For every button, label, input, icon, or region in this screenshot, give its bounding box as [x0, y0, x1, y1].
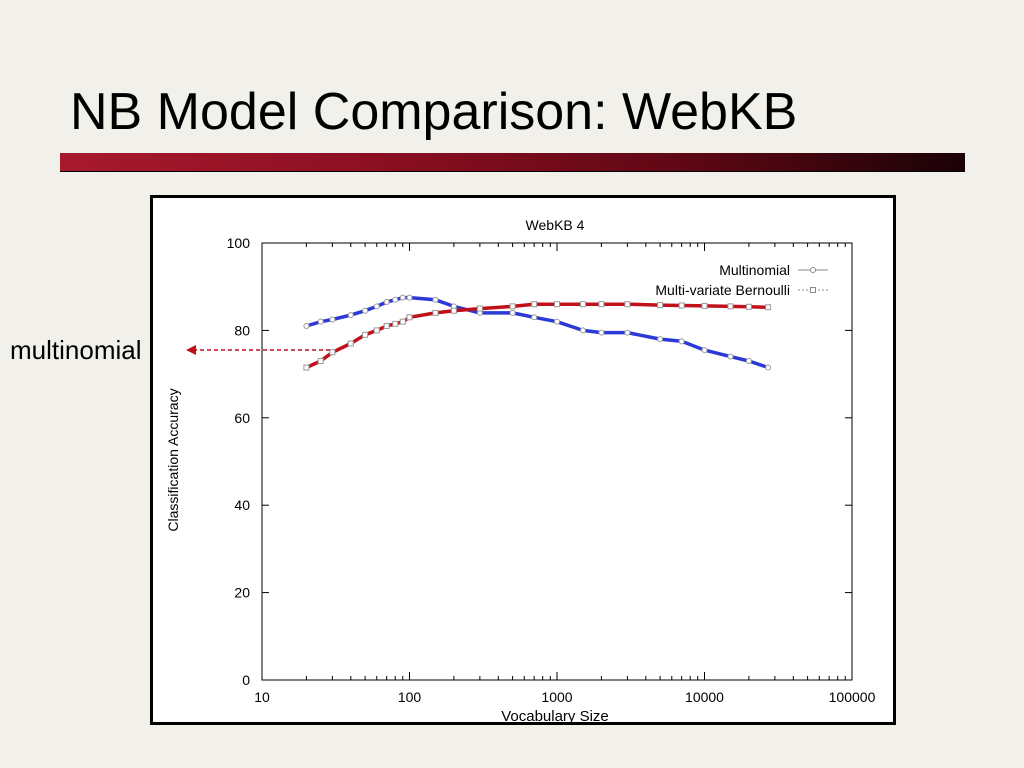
multinomial-point	[624, 329, 631, 336]
multinomial-point	[765, 364, 772, 371]
y-tick-label: 40	[234, 497, 250, 513]
chart: WebKB 4 Vocabulary Size Classification A…	[165, 217, 876, 725]
x-axis-label: Vocabulary Size	[501, 708, 609, 725]
y-tick-label: 60	[234, 410, 250, 426]
bernoulli-point	[303, 364, 310, 371]
y-tick-label: 20	[234, 585, 250, 601]
y-tick-label: 100	[227, 235, 251, 251]
bernoulli-point	[701, 302, 708, 309]
chart-title: WebKB 4	[526, 217, 585, 233]
bernoulli-point	[432, 309, 439, 316]
x-tick-label: 1000	[541, 689, 572, 705]
bernoulli-point	[383, 323, 390, 330]
bernoulli-point	[624, 301, 631, 308]
bernoulli-point	[329, 349, 336, 356]
y-tick-label: 0	[242, 672, 250, 688]
chart-frame	[150, 195, 896, 725]
multinomial-point	[579, 327, 586, 334]
x-tick-label: 100	[398, 689, 422, 705]
multinomial-point	[598, 329, 605, 336]
bernoulli-point	[399, 318, 406, 325]
bernoulli-point	[765, 304, 772, 311]
multinomial-point	[678, 338, 685, 345]
multinomial-point	[509, 309, 516, 316]
bernoulli-point	[392, 320, 399, 327]
multinomial-point	[392, 296, 399, 303]
bernoulli-point	[317, 357, 324, 364]
series-line-thin	[306, 303, 769, 368]
x-tick-label: 100000	[829, 689, 876, 705]
title-accent-bar	[60, 153, 965, 172]
bernoulli-point	[406, 314, 413, 321]
bernoulli-point	[373, 327, 380, 334]
multinomial-point	[531, 314, 538, 321]
bernoulli-point	[531, 301, 538, 308]
bernoulli-point	[450, 307, 457, 314]
multinomial-point	[399, 294, 406, 301]
legend-label: Multi-variate Bernoulli	[655, 282, 790, 298]
multinomial-point	[383, 298, 390, 305]
y-axis-label: Classification Accuracy	[165, 388, 181, 531]
multinomial-point	[727, 353, 734, 360]
legend-marker	[810, 267, 816, 273]
multinomial-point	[406, 294, 413, 301]
bernoulli-point	[476, 305, 483, 312]
bernoulli-point	[657, 302, 664, 309]
multinomial-point	[329, 316, 336, 323]
x-tick-label: 10	[254, 689, 270, 705]
bernoulli-point	[745, 303, 752, 310]
bernoulli-series-line	[304, 302, 770, 370]
multinomial-point	[317, 318, 324, 325]
multinomial-point	[347, 312, 354, 319]
bernoulli-point	[362, 331, 369, 338]
bernoulli-point	[598, 301, 605, 308]
legend-label: Multinomial	[719, 262, 790, 278]
multinomial-point	[373, 303, 380, 310]
bernoulli-point	[727, 303, 734, 310]
bernoulli-point	[347, 340, 354, 347]
slide-title: NB Model Comparison: WebKB	[70, 83, 798, 141]
y-tick-label: 80	[234, 322, 250, 338]
legend-marker	[810, 287, 816, 293]
bernoulli-point	[554, 301, 560, 308]
multinomial-point	[303, 323, 310, 330]
bernoulli-point	[509, 303, 516, 310]
bernoulli-point	[678, 302, 685, 309]
multinomial-point	[745, 357, 752, 364]
multinomial-point	[362, 307, 369, 314]
multinomial-callout-label: multinomial	[10, 335, 142, 365]
multinomial-point	[701, 347, 708, 354]
bernoulli-point	[579, 301, 586, 308]
multinomial-point	[657, 336, 664, 343]
x-tick-label: 10000	[685, 689, 724, 705]
multinomial-point	[554, 318, 560, 325]
multinomial-point	[432, 296, 439, 303]
